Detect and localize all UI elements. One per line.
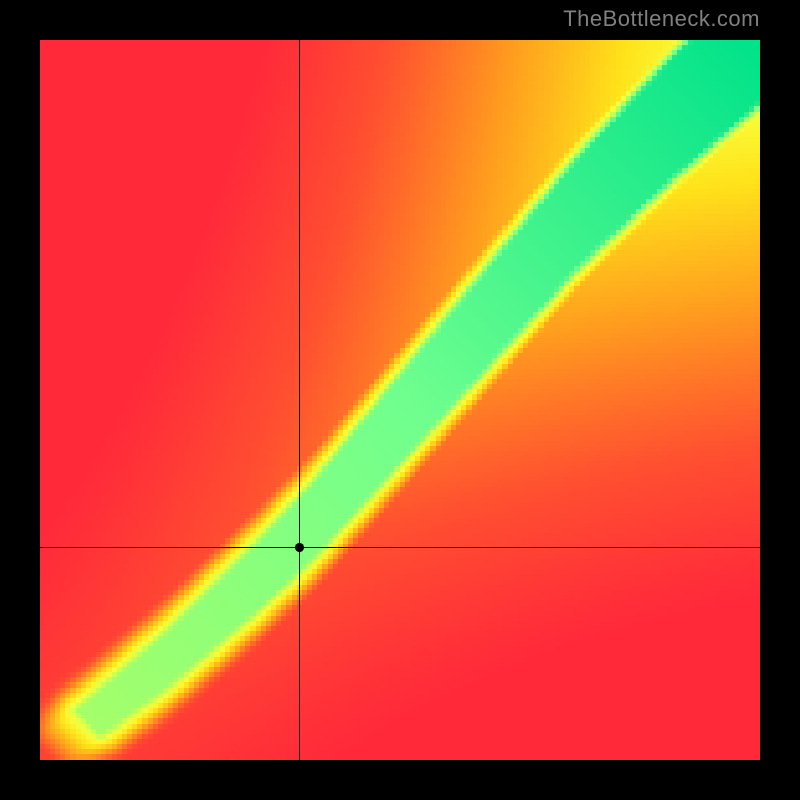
- watermark-text: TheBottleneck.com: [563, 6, 760, 32]
- crosshair-overlay: [40, 40, 760, 760]
- chart-frame: TheBottleneck.com: [0, 0, 800, 800]
- plot-area: [40, 40, 760, 760]
